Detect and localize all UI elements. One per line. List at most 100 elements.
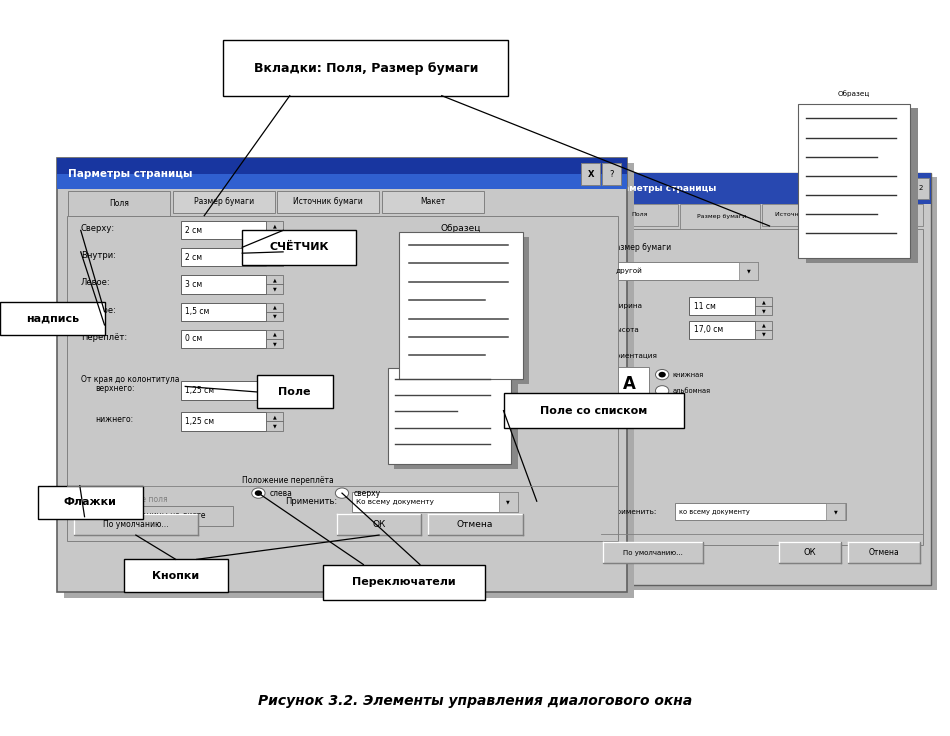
Text: По умолчанию...: По умолчанию... bbox=[623, 550, 683, 556]
Text: Применить:: Применить: bbox=[611, 509, 656, 514]
Bar bbox=[266, 230, 283, 239]
Bar bbox=[848, 542, 920, 563]
Text: 2 см: 2 см bbox=[185, 252, 202, 262]
Bar bbox=[266, 275, 283, 285]
Bar bbox=[388, 368, 511, 464]
Bar bbox=[74, 514, 198, 535]
Text: ▼: ▼ bbox=[273, 259, 276, 264]
Text: ОК: ОК bbox=[804, 548, 816, 557]
Bar bbox=[689, 321, 755, 339]
Bar bbox=[755, 330, 772, 339]
Bar bbox=[581, 163, 600, 185]
Text: Рисунок 3.2. Элементы управления диалогового окна: Рисунок 3.2. Элементы управления диалого… bbox=[257, 693, 693, 708]
Bar bbox=[779, 542, 841, 563]
Text: Размер бумаги: Размер бумаги bbox=[611, 243, 671, 252]
Text: 2: 2 bbox=[919, 185, 922, 191]
Bar bbox=[95, 506, 233, 526]
Bar bbox=[798, 104, 910, 258]
Bar bbox=[57, 158, 627, 189]
Text: Отмена: Отмена bbox=[457, 520, 493, 529]
Bar bbox=[66, 216, 618, 541]
Text: верхнего:: верхнего: bbox=[95, 384, 135, 393]
Text: 1,25 см: 1,25 см bbox=[185, 417, 215, 426]
Text: Макет: Макет bbox=[420, 197, 446, 206]
Bar bbox=[223, 40, 508, 96]
Bar bbox=[680, 204, 760, 229]
Circle shape bbox=[255, 490, 262, 496]
Bar bbox=[266, 330, 283, 339]
Text: 2 страницы на листе: 2 страницы на листе bbox=[122, 512, 205, 520]
Bar bbox=[598, 204, 677, 226]
Text: Поле со списком: Поле со списком bbox=[540, 406, 648, 416]
Bar bbox=[256, 375, 332, 408]
Text: ко всему документу: ко всему документу bbox=[679, 509, 750, 514]
Bar bbox=[689, 297, 755, 315]
Text: книжная: книжная bbox=[673, 372, 704, 378]
Bar bbox=[601, 229, 923, 545]
Text: 3 см: 3 см bbox=[185, 280, 202, 289]
Bar bbox=[180, 330, 266, 348]
Bar bbox=[266, 302, 283, 312]
Bar bbox=[180, 302, 266, 321]
Bar bbox=[38, 486, 142, 519]
Text: Применить:: Применить: bbox=[285, 497, 337, 506]
Bar bbox=[602, 163, 621, 185]
Circle shape bbox=[656, 369, 669, 380]
Bar bbox=[78, 510, 91, 523]
Text: надпись: надпись bbox=[26, 314, 79, 323]
Text: 17,0 см: 17,0 см bbox=[694, 325, 723, 334]
Bar bbox=[266, 248, 283, 258]
Text: Зеркальные поля: Зеркальные поля bbox=[97, 495, 167, 503]
Text: Размер бумаги: Размер бумаги bbox=[696, 214, 746, 219]
Bar bbox=[611, 262, 758, 280]
Text: Вкладки: Поля, Размер бумаги: Вкладки: Поля, Размер бумаги bbox=[254, 62, 478, 74]
Text: ▲: ▲ bbox=[762, 300, 766, 304]
Text: По умолчанию...: По умолчанию... bbox=[104, 520, 168, 529]
Text: ?: ? bbox=[610, 170, 614, 179]
Bar bbox=[266, 391, 283, 400]
Bar bbox=[382, 191, 484, 213]
Text: 2 см: 2 см bbox=[185, 225, 202, 235]
Bar bbox=[394, 373, 518, 469]
Text: 0 см: 0 см bbox=[185, 334, 202, 344]
Bar bbox=[603, 542, 703, 563]
Bar bbox=[674, 503, 846, 520]
Text: Поля: Поля bbox=[109, 199, 129, 208]
Text: Ориентация: Ориентация bbox=[611, 353, 657, 359]
Text: 1,5 см: 1,5 см bbox=[185, 307, 210, 316]
Circle shape bbox=[335, 488, 349, 498]
Text: ▼: ▼ bbox=[762, 308, 766, 313]
Text: Внутри:: Внутри: bbox=[81, 251, 116, 260]
Bar bbox=[399, 232, 522, 379]
Bar bbox=[180, 248, 266, 266]
Text: Размер бумаги: Размер бумаги bbox=[194, 197, 254, 206]
Bar bbox=[68, 191, 170, 216]
Bar bbox=[323, 565, 484, 600]
Bar bbox=[57, 174, 627, 189]
Bar bbox=[266, 221, 283, 230]
Text: сверху: сверху bbox=[353, 489, 381, 498]
Bar bbox=[762, 204, 842, 226]
Bar bbox=[499, 492, 518, 512]
Bar bbox=[266, 381, 283, 391]
Text: Ко всему документу: Ко всему документу bbox=[356, 498, 434, 505]
Text: ▼: ▼ bbox=[273, 341, 276, 346]
Text: 1,25 см: 1,25 см bbox=[185, 386, 215, 395]
Bar bbox=[180, 221, 266, 239]
Bar bbox=[594, 173, 931, 204]
Bar bbox=[266, 312, 283, 321]
Text: Переключатели: Переключатели bbox=[352, 577, 456, 587]
Text: ▼: ▼ bbox=[273, 232, 276, 237]
Bar bbox=[406, 237, 529, 384]
Text: ▼: ▼ bbox=[762, 332, 766, 336]
Circle shape bbox=[658, 372, 666, 378]
Bar bbox=[266, 258, 283, 266]
Bar bbox=[755, 306, 772, 315]
Bar bbox=[242, 230, 356, 265]
Bar bbox=[352, 492, 518, 512]
Text: Пар⁠метры страницы: Пар⁠метры страницы bbox=[68, 169, 193, 179]
Bar bbox=[826, 503, 846, 520]
Bar bbox=[64, 163, 634, 598]
Text: ▼: ▼ bbox=[506, 499, 510, 504]
Text: ▲: ▲ bbox=[273, 332, 276, 337]
